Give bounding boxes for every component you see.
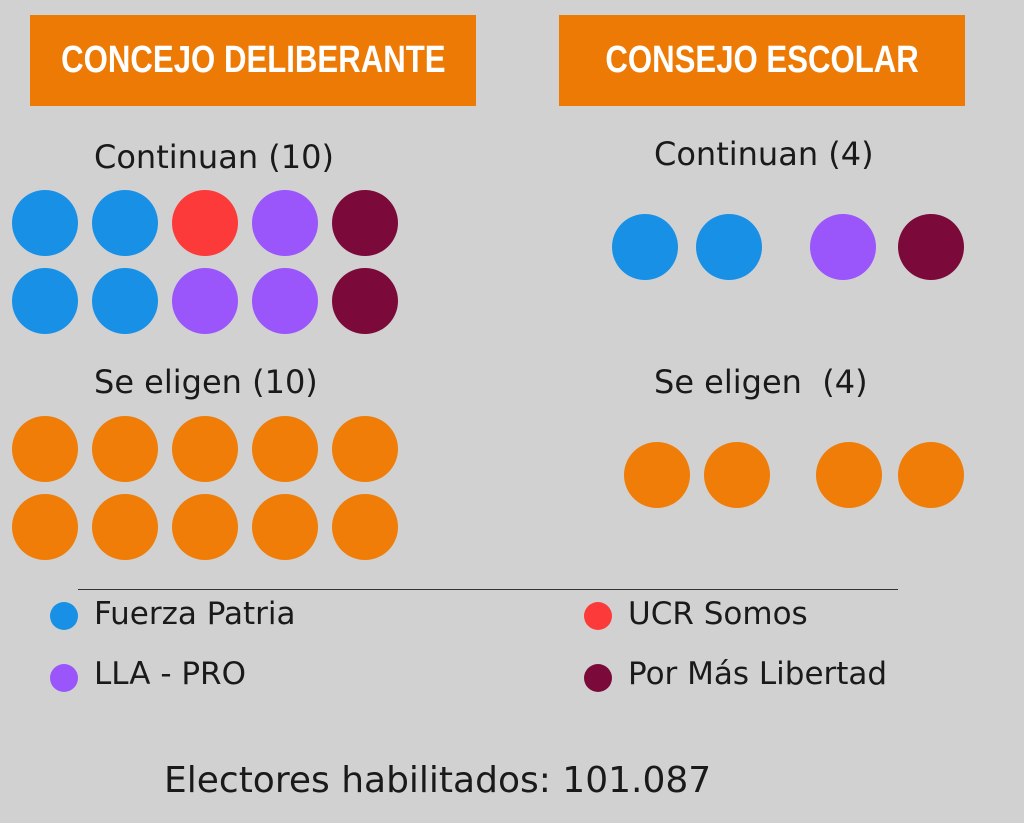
right-se-eligen-heading: Se eligen (4) — [654, 363, 868, 401]
ucr-somos-legend-dot — [584, 602, 612, 630]
escolar-se-eligen-seat — [624, 442, 690, 508]
left-continuan-heading: Continuan (10) — [94, 138, 334, 176]
consejo-escolar-title: CONSEJO ESCOLAR — [605, 39, 919, 81]
right-continuan-heading: Continuan (4) — [654, 135, 874, 173]
por-mas-libertad-legend-dot — [584, 664, 612, 692]
concejo-se-eligen-seat — [12, 416, 78, 482]
concejo-se-eligen-seat — [92, 416, 158, 482]
escolar-continuan-seat-lla-pro — [810, 214, 876, 280]
concejo-continuan-seat-lla-pro — [172, 268, 238, 334]
concejo-continuan-seat-por-mas-libertad — [332, 190, 398, 256]
escolar-se-eligen-seat — [816, 442, 882, 508]
escolar-se-eligen-seat — [898, 442, 964, 508]
concejo-continuan-seat-fuerza-patria — [92, 190, 158, 256]
escolar-continuan-seat-fuerza-patria — [696, 214, 762, 280]
por-mas-libertad-legend-label: Por Más Libertad — [628, 656, 888, 692]
escolar-se-eligen-seat — [704, 442, 770, 508]
fuerza-patria-legend-dot — [50, 602, 78, 630]
ucr-somos-legend-label: UCR Somos — [628, 596, 808, 632]
concejo-se-eligen-seat — [252, 416, 318, 482]
fuerza-patria-legend-label: Fuerza Patria — [94, 596, 296, 632]
concejo-deliberante-banner: CONCEJO DELIBERANTE — [30, 15, 476, 106]
concejo-se-eligen-seat — [252, 494, 318, 560]
concejo-deliberante-title: CONCEJO DELIBERANTE — [60, 39, 446, 81]
concejo-continuan-seat-ucr-somos — [172, 190, 238, 256]
left-se-eligen-heading: Se eligen (10) — [94, 363, 318, 401]
electores-habilitados: Electores habilitados: 101.087 — [164, 760, 712, 801]
concejo-continuan-seat-fuerza-patria — [12, 190, 78, 256]
concejo-se-eligen-seat — [332, 416, 398, 482]
lla-pro-legend-label: LLA - PRO — [94, 656, 246, 692]
concejo-se-eligen-seat — [12, 494, 78, 560]
concejo-se-eligen-seat — [92, 494, 158, 560]
concejo-continuan-seat-fuerza-patria — [92, 268, 158, 334]
escolar-continuan-seat-fuerza-patria — [612, 214, 678, 280]
concejo-se-eligen-seat — [332, 494, 398, 560]
concejo-se-eligen-seat — [172, 416, 238, 482]
lla-pro-legend-dot — [50, 664, 78, 692]
concejo-continuan-seat-lla-pro — [252, 190, 318, 256]
concejo-continuan-seat-lla-pro — [252, 268, 318, 334]
consejo-escolar-banner: CONSEJO ESCOLAR — [559, 15, 965, 106]
escolar-continuan-seat-por-mas-libertad — [898, 214, 964, 280]
concejo-se-eligen-seat — [172, 494, 238, 560]
concejo-continuan-seat-fuerza-patria — [12, 268, 78, 334]
concejo-continuan-seat-por-mas-libertad — [332, 268, 398, 334]
legend-divider — [78, 589, 898, 590]
